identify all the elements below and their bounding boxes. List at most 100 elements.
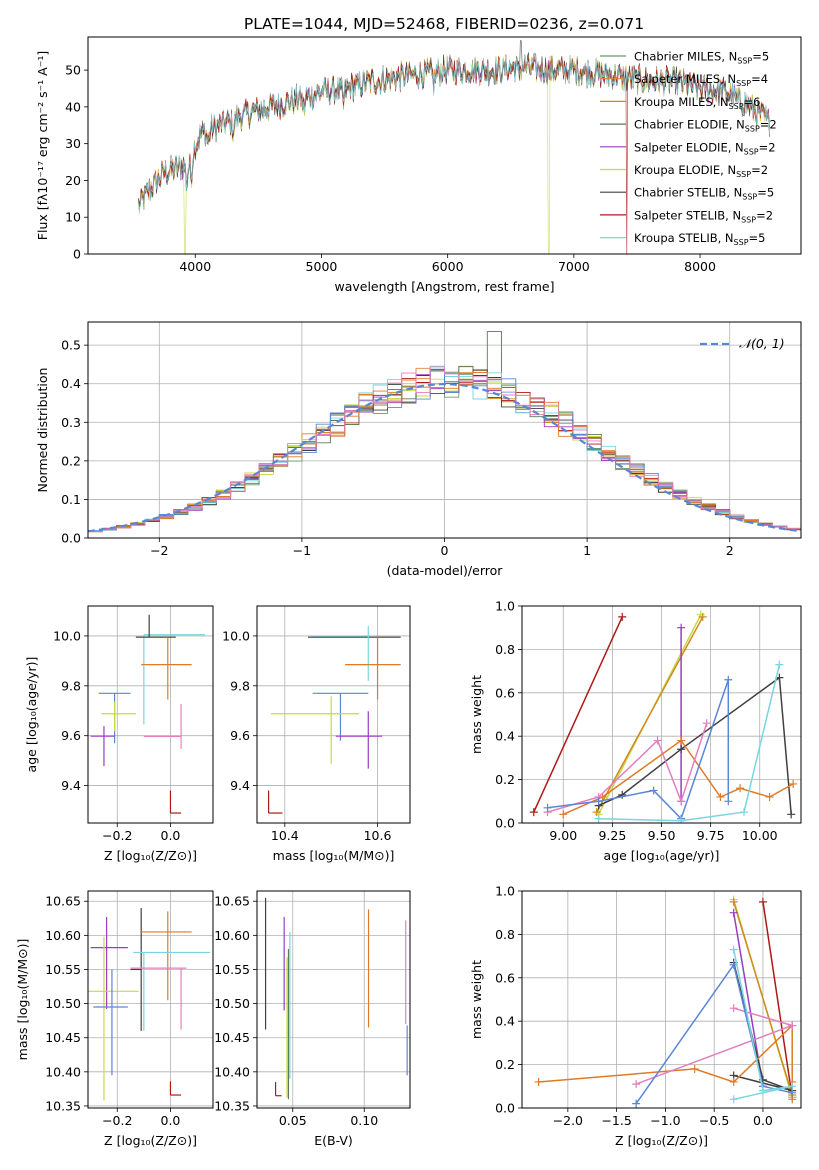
y-tick-label: 0.1 bbox=[61, 492, 81, 507]
y-tick-label: 50 bbox=[65, 63, 81, 78]
x-axis-label: mass [log₁₀(M/M⊙)] bbox=[273, 848, 395, 863]
legend-label-chabrier_elodie: Chabrier ELODIE, NSSP=2 bbox=[634, 118, 777, 134]
legend-label-kroupa_elodie: Kroupa ELODIE, NSSP=2 bbox=[634, 163, 768, 179]
weight-marker-salpeter_stelib bbox=[529, 808, 538, 817]
x-tick-label: 5000 bbox=[306, 259, 338, 274]
y-tick-label: 0.6 bbox=[495, 970, 515, 985]
weight-line-kroupa_miles bbox=[732, 901, 793, 1096]
legend-value: =2 bbox=[759, 140, 776, 154]
x-axis-label: Z [log₁₀(Z/Z⊙)] bbox=[104, 1133, 197, 1148]
legend-label-chabrier_stelib: Chabrier STELIB, NSSP=5 bbox=[634, 186, 774, 202]
errorbar-point-salpeter_stelib bbox=[169, 1081, 182, 1096]
plot-area-residuals bbox=[88, 331, 801, 534]
legend-value: =2 bbox=[756, 208, 773, 222]
y-tick-label: 0.2 bbox=[495, 772, 515, 787]
errorbar-point-pink bbox=[143, 704, 182, 749]
legend-label-normal: 𝒩(0, 1) bbox=[739, 336, 785, 351]
y-tick-label: 20 bbox=[65, 173, 81, 188]
y-tick-label: 9.8 bbox=[61, 678, 81, 693]
y-tick-label: 9.6 bbox=[61, 728, 81, 743]
weight-marker-kroupa_miles bbox=[592, 808, 601, 817]
errorbar-point-orange bbox=[345, 637, 401, 700]
x-tick-label: −0.5 bbox=[699, 1113, 729, 1128]
weight-marker-chabrier_stelib bbox=[618, 790, 627, 799]
y-tick-label: 10.60 bbox=[214, 928, 250, 943]
y-axis-label: Normed distribution bbox=[35, 368, 50, 493]
y-tick-label: 10.35 bbox=[45, 1098, 81, 1113]
x-tick-label: 0.0 bbox=[161, 828, 181, 843]
x-tick-label: 10.6 bbox=[364, 828, 392, 843]
weight-marker-pink bbox=[653, 736, 662, 745]
plot-area-massweight-vs-Z bbox=[534, 895, 797, 1108]
legend-value: =2 bbox=[760, 118, 777, 132]
weight-marker-blue bbox=[632, 1099, 641, 1108]
panel-massweight-vs-age: 9.00 9.25 9.50 9.75 10.00 0.0 0.2 0.4 0.6 0.8 1.0 a… bbox=[469, 599, 802, 863]
y-tick-label: 0.4 bbox=[61, 376, 81, 391]
legend-subscript: SSP bbox=[736, 170, 751, 179]
x-tick-label: 0.0 bbox=[753, 1113, 773, 1128]
weight-marker-chabrier_stelib bbox=[787, 810, 796, 819]
y-tick-label: 10.45 bbox=[214, 1030, 250, 1045]
x-tick-label: 0.10 bbox=[350, 1113, 378, 1128]
legend-label-kroupa_stelib: Kroupa STELIB, NSSP=5 bbox=[634, 231, 765, 247]
y-axis-label: mass weight bbox=[469, 675, 484, 754]
y-tick-label: 0.4 bbox=[495, 729, 515, 744]
weight-line-blue bbox=[547, 679, 730, 821]
x-tick-label: 6000 bbox=[432, 259, 464, 274]
axes-frame bbox=[256, 605, 411, 824]
errorbar-point-salpeter_elodie bbox=[90, 916, 128, 1010]
plot-area-spectrum bbox=[138, 40, 770, 254]
axes-frame bbox=[87, 36, 802, 255]
weight-marker-kroupa_stelib bbox=[729, 1095, 738, 1104]
weight-marker-kroupa_stelib bbox=[677, 816, 686, 823]
legend-value: =5 bbox=[757, 186, 774, 200]
plot-area-age-vs-mass bbox=[267, 625, 401, 814]
x-tick-label: 9.25 bbox=[598, 828, 626, 843]
axes-frame bbox=[256, 890, 411, 1109]
y-tick-label: 10.50 bbox=[45, 996, 81, 1011]
legend-subscript: SSP bbox=[741, 215, 756, 224]
panel-mass-vs-Z: −0.2 0.0 10.35 10.40 10.45 10.50 10.55 10.60 10.… bbox=[15, 890, 214, 1148]
y-tick-label: 0.2 bbox=[61, 453, 81, 468]
errorbar-point-salpeter_stelib bbox=[169, 790, 182, 814]
weight-marker-pink bbox=[632, 1080, 641, 1089]
weight-marker-pink bbox=[729, 1004, 738, 1013]
errorbar-point-kroupa_stelib bbox=[312, 625, 369, 681]
spectrum-line-kroupa_stelib bbox=[138, 52, 770, 214]
weight-marker-orange bbox=[559, 810, 568, 819]
y-tick-label: 40 bbox=[65, 99, 81, 114]
y-tick-label: 0.0 bbox=[61, 531, 81, 546]
errorbar-point-chabrier_stelib bbox=[135, 614, 176, 638]
errorbar-point-pink bbox=[130, 967, 187, 1030]
weight-marker-orange bbox=[729, 1077, 738, 1086]
panel-spectrum: 4000 5000 6000 7000 8000 0 10 20 30 40 50 wavelengt… bbox=[35, 36, 802, 294]
weight-marker-salpeter_elodie bbox=[729, 908, 738, 917]
weight-marker-kroupa_stelib bbox=[788, 1082, 797, 1091]
panel-age-vs-mass: 10.4 10.6 9.4 9.6 9.8 10.0 mass [log₁₀(M/M⊙)] bbox=[222, 605, 411, 863]
x-tick-label: −1 bbox=[293, 543, 311, 558]
x-tick-label: 9.00 bbox=[549, 828, 577, 843]
legend-subscript: SSP bbox=[737, 57, 752, 66]
legend-value: =4 bbox=[751, 72, 768, 86]
y-tick-label: 10.40 bbox=[45, 1064, 81, 1079]
legend-subscript: SSP bbox=[736, 79, 751, 88]
y-tick-label: 0.3 bbox=[61, 415, 81, 430]
y-tick-label: 10.40 bbox=[214, 1064, 250, 1079]
weight-marker-blue bbox=[649, 786, 658, 795]
plot-area-age-vs-Z bbox=[90, 614, 206, 814]
weight-marker-kroupa_miles bbox=[729, 897, 738, 906]
y-tick-label: 0.6 bbox=[495, 685, 515, 700]
figure-title: PLATE=1044, MJD=52468, FIBERID=0236, z=0… bbox=[244, 15, 644, 33]
errorbar-point-orange bbox=[141, 637, 192, 700]
y-tick-label: 0.0 bbox=[495, 1101, 515, 1116]
weight-marker-salpeter_stelib bbox=[618, 612, 627, 621]
x-tick-label: 0 bbox=[441, 543, 449, 558]
normal-curve bbox=[88, 382, 801, 533]
x-tick-label: −0.2 bbox=[102, 828, 132, 843]
y-tick-label: 0 bbox=[73, 247, 81, 262]
weight-marker-blue bbox=[724, 797, 733, 806]
x-tick-label: 9.75 bbox=[697, 828, 725, 843]
y-tick-label: 10 bbox=[65, 210, 81, 225]
y-axis-label: age [log₁₀(age/yr)] bbox=[24, 657, 39, 773]
weight-marker-kroupa_miles bbox=[698, 612, 707, 621]
